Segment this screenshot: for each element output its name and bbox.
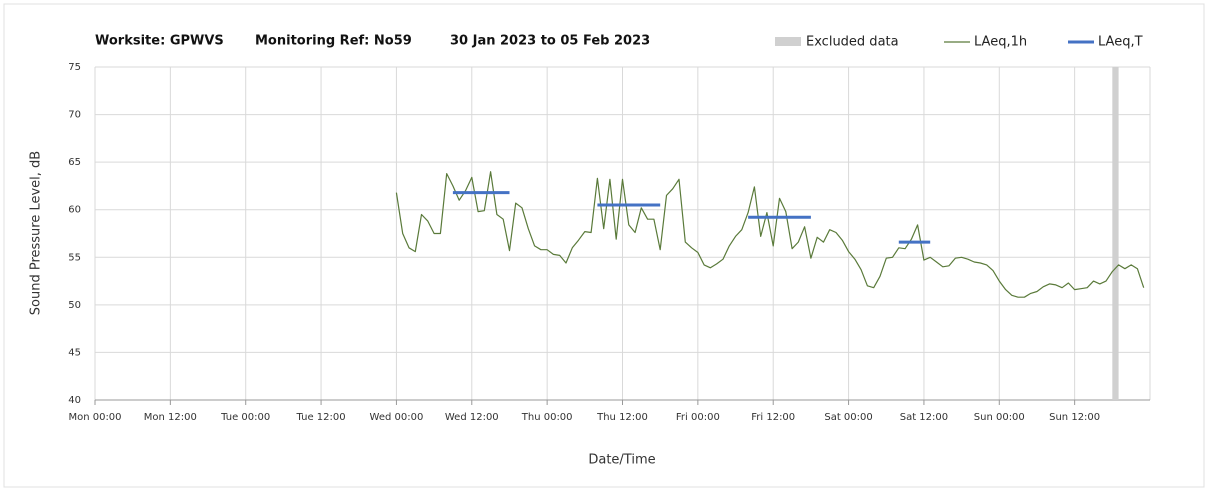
chart-frame — [3, 3, 1205, 488]
y-tick-label: 45 — [68, 347, 81, 358]
chart-title: Monitoring Ref: No59 — [255, 34, 412, 49]
chart-title: 30 Jan 2023 to 05 Feb 2023 — [450, 34, 650, 49]
x-tick-label: Fri 12:00 — [751, 412, 795, 423]
y-tick-label: 60 — [68, 205, 81, 216]
x-tick-label: Sat 12:00 — [900, 412, 948, 423]
series-line — [395, 171, 1145, 298]
x-tick-label: Wed 00:00 — [370, 412, 424, 423]
y-axis-label: Sound Pressure Level, dB — [29, 151, 44, 315]
x-tick-label: Mon 12:00 — [144, 412, 197, 423]
x-tick-label: Wed 12:00 — [445, 412, 499, 423]
legend-label: LAeq,T — [1098, 35, 1143, 50]
x-tick-label: Thu 00:00 — [521, 412, 573, 423]
excluded-band — [1112, 67, 1119, 400]
x-axis-label: Date/Time — [588, 453, 655, 468]
x-tick-label: Thu 12:00 — [596, 412, 648, 423]
x-tick-label: Sun 12:00 — [1049, 412, 1100, 423]
x-tick-label: Sun 00:00 — [974, 412, 1025, 423]
y-tick-label: 65 — [68, 157, 81, 168]
x-tick-label: Fri 00:00 — [676, 412, 720, 423]
chart-title: Worksite: GPWVS — [95, 34, 224, 49]
legend-swatch — [775, 37, 801, 46]
x-tick-label: Tue 00:00 — [220, 412, 270, 423]
y-tick-label: 55 — [68, 252, 81, 263]
series-line — [452, 191, 931, 244]
x-tick-label: Tue 12:00 — [296, 412, 346, 423]
legend-label: LAeq,1h — [974, 35, 1027, 50]
y-tick-label: 40 — [68, 395, 81, 406]
y-tick-label: 70 — [68, 110, 81, 121]
x-tick-label: Mon 00:00 — [68, 412, 121, 423]
x-tick-label: Sat 00:00 — [824, 412, 872, 423]
legend-label: Excluded data — [806, 35, 899, 50]
y-tick-label: 50 — [68, 300, 81, 311]
y-tick-label: 75 — [68, 62, 81, 73]
